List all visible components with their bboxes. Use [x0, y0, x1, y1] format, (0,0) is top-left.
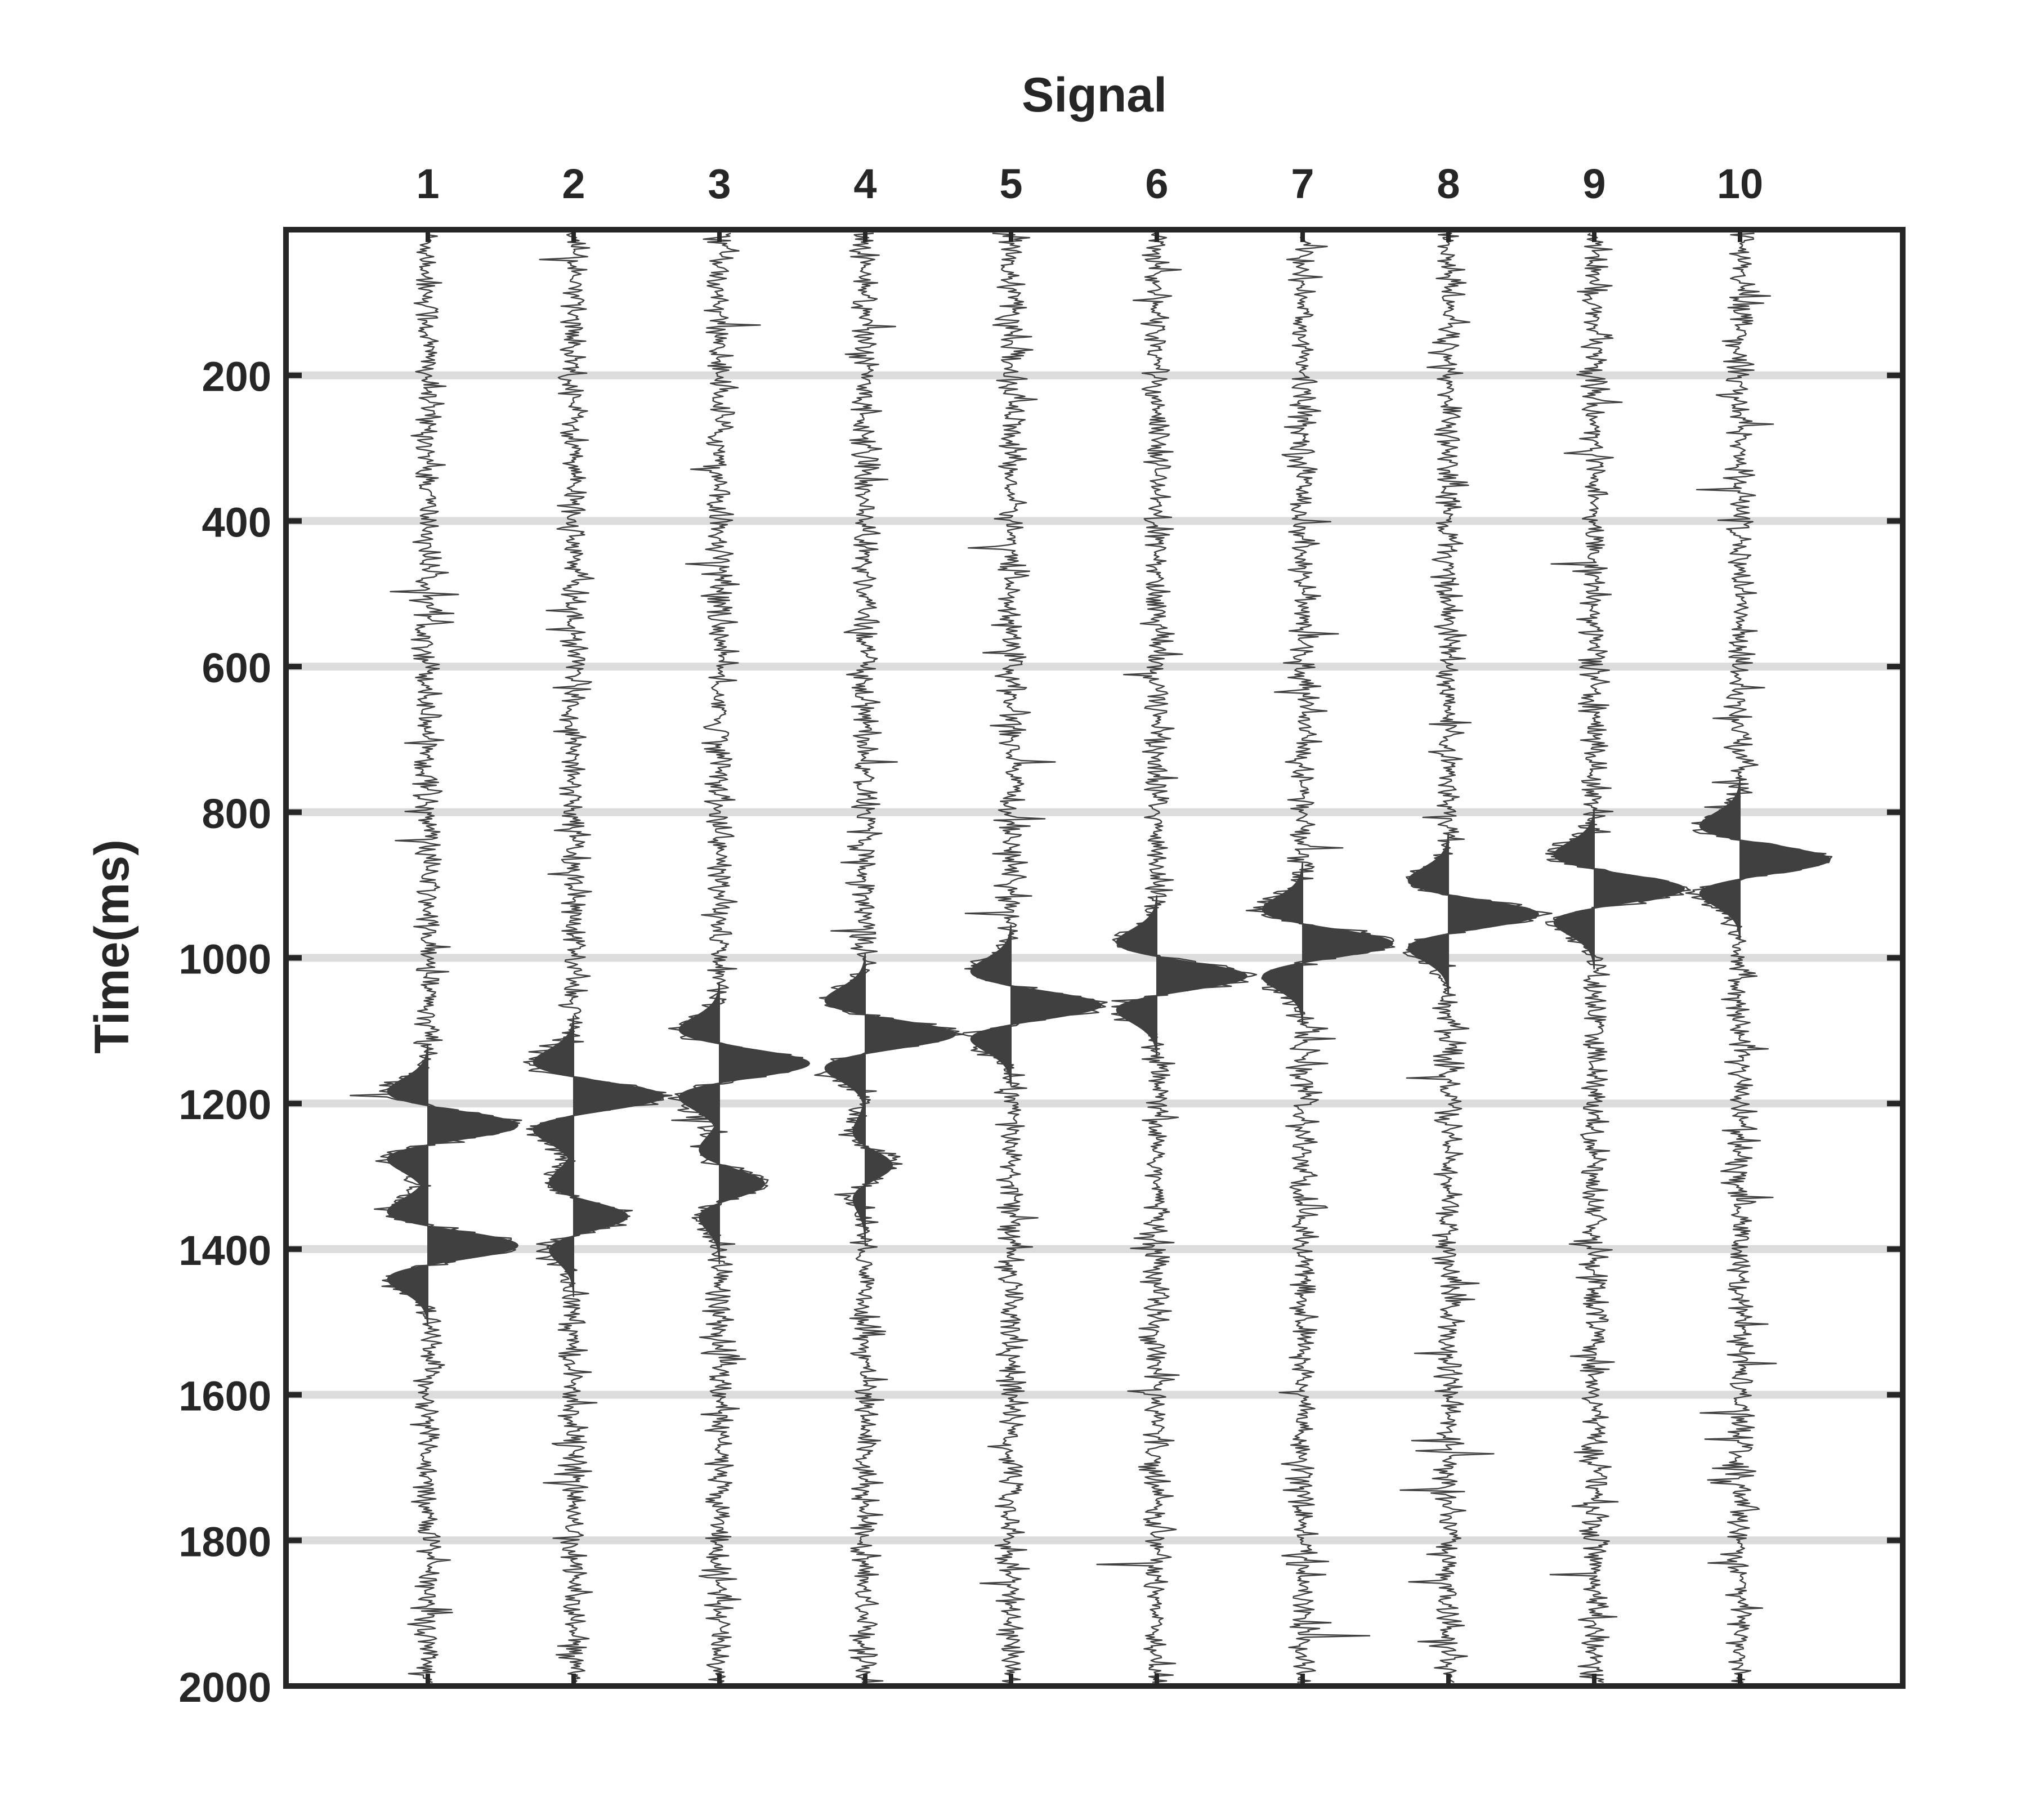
trace-9 [1545, 232, 1691, 1683]
y-tick-label: 400 [202, 499, 271, 545]
x-tick-label: 8 [1437, 160, 1460, 207]
grid-lines [286, 371, 1903, 1545]
trace-2-event [533, 1015, 665, 1177]
y-axis-label: Time(ms) [85, 839, 139, 1054]
x-tick-label: 6 [1145, 160, 1168, 207]
x-tick-label: 9 [1582, 160, 1605, 207]
trace-2-event [549, 1135, 629, 1298]
trace-3 [668, 232, 810, 1683]
y-tick-label: 200 [202, 354, 271, 400]
y-tick-label: 600 [202, 645, 271, 691]
trace-5-event [970, 924, 1102, 1086]
chart-title: Signal [1022, 68, 1167, 122]
trace-8 [1399, 232, 1553, 1683]
trace-2 [523, 232, 673, 1683]
trace-1-event [387, 1044, 519, 1206]
y-tick-label: 1800 [178, 1518, 271, 1565]
trace-6 [1096, 232, 1258, 1683]
trace-10-event [1699, 779, 1831, 941]
trace-3-event [699, 1103, 766, 1264]
trace-9-event [1553, 808, 1685, 969]
trace-3-event [678, 982, 811, 1144]
trace-1-event [387, 1165, 519, 1326]
trace-10 [1685, 232, 1833, 1683]
y-tick-label: 2000 [178, 1664, 271, 1711]
y-tick-label: 1600 [178, 1373, 271, 1420]
x-tick-label: 10 [1717, 160, 1763, 207]
y-tick-label: 1000 [178, 936, 271, 983]
y-tick-label: 1400 [178, 1227, 271, 1274]
x-tick-label: 7 [1291, 160, 1314, 207]
trace-1 [350, 232, 522, 1683]
x-tick-label: 3 [708, 160, 731, 207]
trace-8-event [1407, 833, 1540, 995]
trace-4-event [852, 1084, 893, 1246]
traces [350, 232, 1833, 1683]
x-tick-label: 5 [999, 160, 1022, 207]
x-tick-label: 1 [416, 160, 439, 207]
trace-6-event [1116, 895, 1248, 1057]
x-tick-label: 4 [853, 160, 876, 207]
y-tick-label: 1200 [178, 1081, 271, 1128]
y-tick-label: 800 [202, 790, 271, 837]
axis-ticks: 200 400 600 800 1000 1200 1400 1600 1800 2000 1 2 3 4… [178, 160, 1903, 1711]
x-tick-label: 2 [562, 160, 585, 207]
trace-7-event [1262, 862, 1394, 1024]
trace-4-event [824, 953, 956, 1115]
